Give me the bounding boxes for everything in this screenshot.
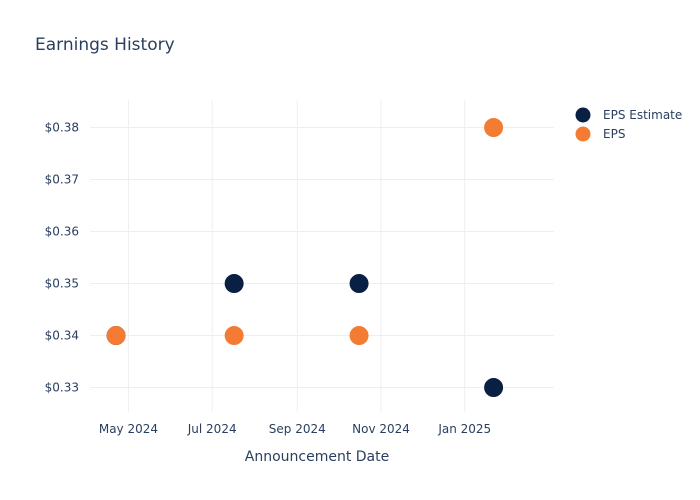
- legend-label: EPS: [603, 127, 625, 141]
- eps-estimate-point[interactable]: [484, 378, 504, 398]
- y-tick-label: $0.33: [45, 381, 79, 395]
- eps-estimate-point[interactable]: [349, 274, 369, 294]
- y-tick-label: $0.35: [45, 277, 79, 291]
- y-tick-label: $0.34: [45, 329, 79, 343]
- x-tick-label: Jan 2025: [437, 422, 491, 436]
- legend-label: EPS Estimate: [603, 108, 682, 122]
- x-gridlines: [127, 100, 466, 412]
- legend-marker: [575, 126, 591, 142]
- eps-point[interactable]: [224, 326, 244, 346]
- y-axis-ticks: $0.33 $0.34 $0.35 $0.36 $0.37 $0.38: [45, 121, 79, 395]
- eps-point[interactable]: [349, 326, 369, 346]
- y-gridlines: [90, 127, 554, 389]
- y-tick-label: $0.36: [45, 225, 79, 239]
- eps-estimate-point[interactable]: [224, 274, 244, 294]
- legend-item-eps-estimate[interactable]: EPS Estimate: [575, 107, 683, 123]
- eps-point[interactable]: [106, 326, 126, 346]
- x-tick-label: Jul 2024: [187, 422, 237, 436]
- legend-item-eps[interactable]: EPS: [575, 126, 626, 142]
- x-tick-label: Nov 2024: [352, 422, 410, 436]
- x-axis-title: Announcement Date: [245, 449, 389, 465]
- y-tick-label: $0.38: [45, 121, 79, 135]
- chart-title: Earnings History: [35, 35, 175, 55]
- legend-marker: [575, 107, 591, 123]
- data-points: [106, 118, 504, 398]
- legend[interactable]: EPS Estimate EPS: [575, 107, 683, 142]
- eps-point[interactable]: [484, 118, 504, 138]
- x-tick-label: Sep 2024: [269, 422, 326, 436]
- y-tick-label: $0.37: [45, 173, 79, 187]
- x-axis-ticks: May 2024 Jul 2024 Sep 2024 Nov 2024 Jan 2025: [99, 422, 491, 436]
- x-tick-label: May 2024: [99, 422, 158, 436]
